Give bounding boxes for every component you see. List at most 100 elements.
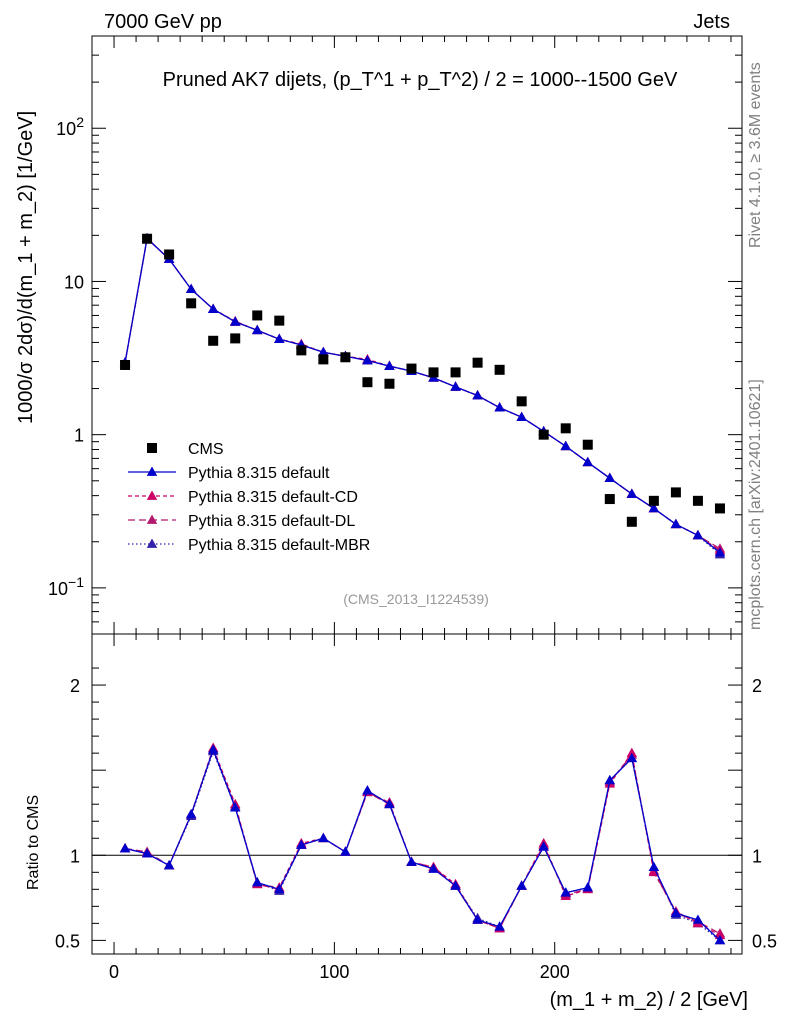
series-point: [516, 411, 527, 422]
series-point: [318, 346, 329, 357]
ratio-point: [252, 877, 263, 887]
ratio-point: [296, 839, 307, 849]
legend: CMS Pythia 8.315 default Pythia 8.315 defa…: [128, 441, 370, 554]
data-point: [450, 367, 461, 378]
data-point: [604, 494, 615, 505]
ratio-point: [340, 846, 351, 856]
series-point: [626, 488, 638, 498]
data-point: [296, 345, 307, 356]
ratio-line: [124, 749, 721, 941]
y-axis-label: 1000/σ 2dσ)/d(m_1 + m_2) [1/GeV]: [15, 111, 37, 424]
legend-label-data: CMS: [188, 441, 224, 458]
ratio-point: [714, 934, 726, 945]
ratio-point: [119, 842, 131, 853]
data-point: [340, 352, 351, 363]
data-point: [362, 377, 373, 388]
data-point: [274, 315, 285, 326]
legend-marker-data: [147, 443, 157, 453]
ratio-point: [538, 841, 549, 851]
data-point: [230, 333, 241, 344]
data-point: [384, 378, 395, 389]
ratio-line: [124, 747, 721, 935]
legend-label: Pythia 8.315 default: [188, 465, 330, 482]
data-point: [692, 495, 703, 506]
ratio-tick-label-right: 1: [752, 846, 762, 866]
y-tick-label: 10−1: [48, 574, 84, 599]
data-point: [648, 495, 659, 506]
data-point: [582, 439, 593, 450]
ratio-point: [229, 802, 241, 812]
process-label: Jets: [693, 11, 730, 33]
ratio-point: [560, 887, 571, 897]
legend-marker: [146, 490, 158, 500]
series-point: [604, 472, 616, 483]
data-point: [428, 367, 439, 378]
ratio-point: [626, 752, 638, 763]
ratio-point: [141, 848, 153, 858]
y-tick-label: 102: [56, 114, 84, 139]
x-tick-label: 0: [109, 962, 119, 982]
data-point: [626, 516, 637, 527]
ratio-point: [163, 859, 175, 870]
series-point: [494, 402, 505, 412]
series-line: [124, 237, 721, 556]
data-point: [714, 503, 725, 514]
x-tick-label: 100: [319, 962, 349, 982]
data-point: [252, 310, 263, 321]
legend-marker: [146, 538, 158, 548]
x-axis-label: (m_1 + m_2) / 2 [GeV]: [550, 989, 748, 1011]
ratio-tick-label: 2: [70, 676, 80, 696]
series-point: [560, 440, 571, 451]
ratio-tick-label: 0.5: [55, 931, 80, 951]
x-tick-label: 200: [540, 962, 570, 982]
analysis-tag: (CMS_2013_I1224539): [343, 591, 489, 607]
series-point: [472, 390, 483, 400]
ratio-point: [472, 914, 483, 924]
ratio-axis-label: Ratio to CMS: [25, 795, 42, 890]
ratio-point: [362, 785, 373, 795]
ratio-line: [124, 746, 721, 936]
ratio-point: [626, 747, 638, 757]
mcplots-source-label: mcplots.cern.ch [arXiv:2401.10621]: [747, 379, 764, 630]
series-point: [692, 529, 704, 540]
y-tick-label: 10: [64, 272, 84, 292]
ratio-point: [604, 774, 616, 785]
ratio-plot-frame: [91, 633, 743, 955]
ratio-point: [185, 808, 197, 819]
main-series-marks: [119, 232, 726, 559]
series-point: [582, 456, 593, 467]
ratio-point: [274, 883, 285, 894]
data-point: [670, 487, 681, 498]
ratio-point: [428, 863, 439, 873]
data-point: [472, 357, 483, 368]
data-point: [494, 364, 505, 375]
ratio-point: [516, 880, 527, 890]
series-point: [362, 354, 373, 365]
data-point: [164, 249, 175, 260]
ratio-point: [406, 856, 417, 866]
ratio-tick-label: 1: [70, 846, 80, 866]
legend-label: Pythia 8.315 default-CD: [188, 489, 358, 506]
series-point: [670, 518, 682, 529]
ratio-point: [450, 880, 461, 890]
ratio-tick-label-right: 2: [752, 676, 762, 696]
data-point: [318, 354, 329, 365]
data-point: [142, 233, 153, 244]
ratio-series-marks: [119, 742, 726, 945]
energy-label: 7000 GeV pp: [104, 11, 222, 33]
ratio-point: [670, 907, 682, 917]
chart-title: Pruned AK7 dijets, (p_T^1 + p_T^2) / 2 =…: [163, 69, 678, 91]
series-point: [384, 360, 395, 371]
ratio-point: [318, 832, 329, 843]
data-point: [538, 429, 549, 440]
axis-ticks: [91, 35, 742, 954]
ratio-point: [692, 914, 704, 924]
series-point: [229, 316, 241, 326]
series-point: [207, 303, 219, 313]
legend-marker: [146, 514, 158, 524]
series-point: [274, 333, 285, 344]
legend-label: Pythia 8.315 default-DL: [188, 513, 355, 530]
axis-tick-labels: 0 100 200 10−1 1 10 102 0.5 0.5 1 1 2 2: [48, 114, 777, 982]
ratio-point: [714, 929, 726, 940]
